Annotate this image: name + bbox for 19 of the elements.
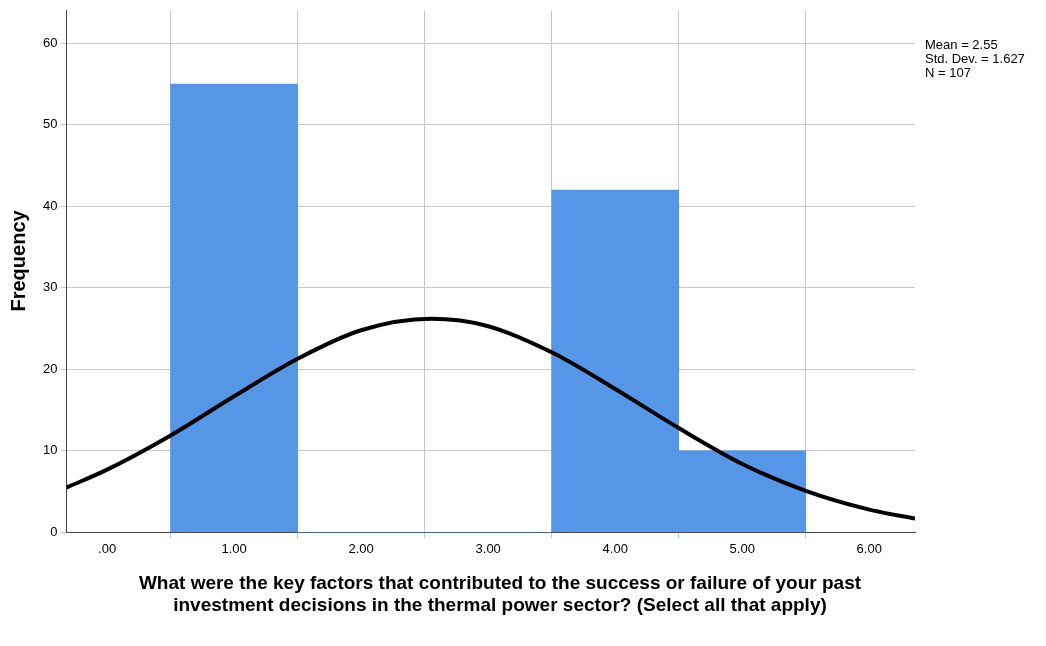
x-tick-label: 1.00 [221, 540, 247, 556]
y-tick-label: 50 [42, 116, 58, 132]
y-tick-label: 60 [42, 34, 58, 50]
y-tick-label: 10 [42, 442, 58, 458]
x-tick-label: .00 [98, 540, 117, 556]
text: N = 107 [925, 65, 972, 80]
x-tick-label: 4.00 [602, 540, 628, 556]
y-axis-title: Frequency [6, 210, 30, 312]
x-tick-label: 6.00 [856, 540, 882, 556]
y-tick-label: 0 [50, 523, 58, 539]
x-tick-label: 3.00 [475, 540, 501, 556]
x-tick-label: 2.00 [348, 540, 374, 556]
text: Std. Dev. = 1.627 [925, 51, 1025, 66]
y-tick-label: 40 [42, 197, 58, 213]
y-tick-label: 30 [42, 279, 58, 295]
text: Mean = 2.55 [925, 37, 999, 52]
x-tick-label: 5.00 [729, 540, 755, 556]
x-axis-title: What were the key factors that contributed to the success or failure of your past investment decisions in the thermal power sector? (Select all that apply) [137, 572, 863, 616]
y-tick-label: 20 [42, 360, 58, 376]
